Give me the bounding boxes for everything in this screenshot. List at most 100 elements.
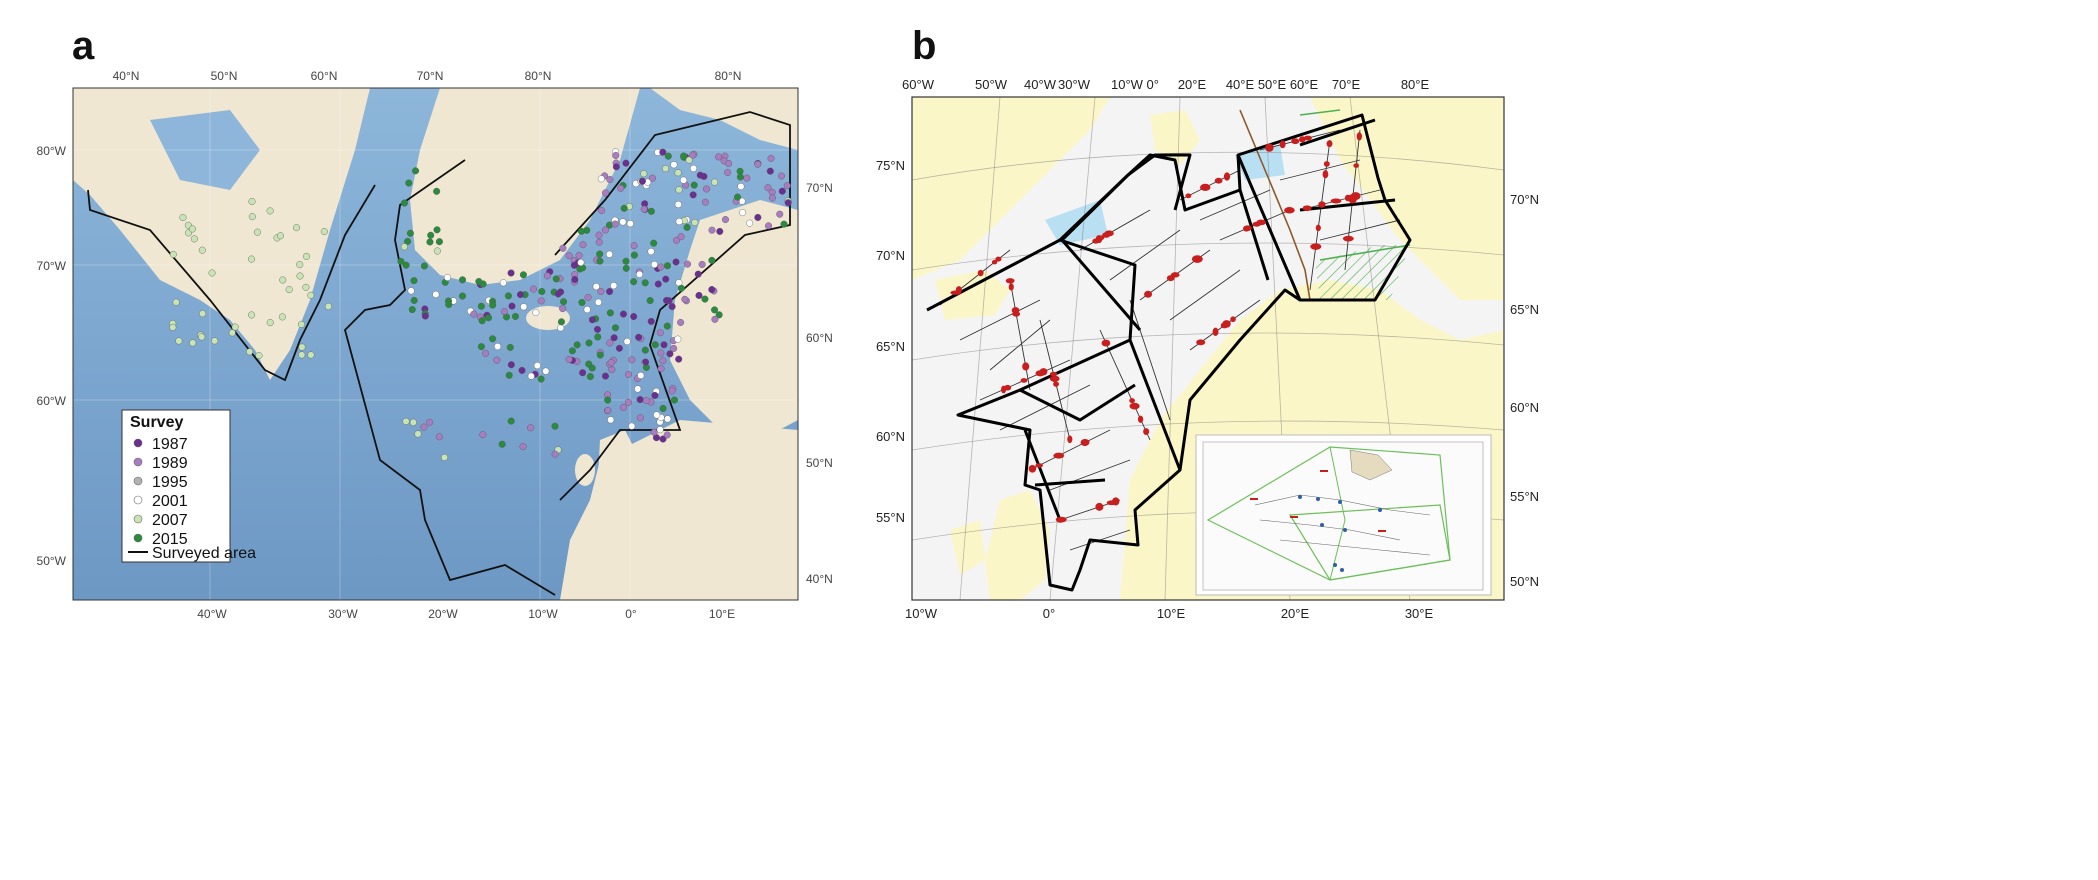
survey-station-point: [253, 228, 261, 236]
map-b-bottom-ticks: 10°W 0° 10°E 20°E 30°E: [905, 606, 1433, 621]
survey-station-point: [675, 186, 683, 194]
acoustic-record-mark: [1095, 502, 1104, 511]
survey-station-point: [598, 207, 606, 215]
survey-station-point: [650, 239, 658, 247]
survey-station-point: [303, 252, 311, 260]
survey-station-point: [611, 220, 619, 228]
survey-station-point: [414, 430, 422, 438]
survey-station-point: [520, 303, 528, 311]
survey-station-point: [636, 414, 644, 422]
tick-label: 60°N: [1510, 400, 1539, 415]
survey-station-point: [285, 286, 293, 294]
survey-station-point: [701, 295, 709, 303]
survey-station-point: [307, 291, 315, 299]
survey-station-point: [690, 181, 698, 189]
legend-item: 2007: [133, 512, 188, 529]
legend-item: 1995: [133, 474, 188, 491]
survey-station-point: [739, 209, 747, 217]
survey-station-point: [672, 258, 680, 266]
survey-station-point: [711, 306, 719, 314]
survey-station-point: [427, 231, 435, 239]
survey-station-point: [607, 359, 615, 367]
survey-station-point: [784, 199, 792, 207]
survey-station-point: [571, 275, 579, 283]
survey-station-point: [657, 263, 665, 271]
survey-station-point: [708, 226, 716, 234]
acoustic-record-mark: [1185, 193, 1192, 199]
acoustic-record-mark: [1342, 235, 1354, 242]
survey-station-point: [630, 251, 638, 259]
survey-station-point: [594, 298, 602, 306]
tick-label: 40°N: [806, 572, 833, 586]
survey-station-point: [435, 238, 443, 246]
acoustic-record-mark: [1212, 327, 1219, 336]
survey-station-point: [506, 343, 514, 351]
survey-station-point: [293, 224, 301, 232]
survey-station-point: [443, 273, 451, 281]
survey-station-point: [620, 204, 628, 212]
survey-station-point: [610, 282, 618, 290]
acoustic-record-mark: [1005, 278, 1015, 284]
survey-station-point: [588, 316, 596, 324]
survey-station-point: [516, 291, 524, 299]
survey-station-point: [577, 227, 585, 235]
survey-station-point: [579, 241, 587, 249]
survey-station-point: [701, 198, 709, 206]
map-b-top-ticks: 60°W 50°W 40°W 30°W 10°W 0° 20°E 40°E 50…: [902, 77, 1429, 92]
survey-station-point: [559, 244, 567, 252]
survey-station-point: [511, 312, 519, 320]
tick-label: 40°W: [197, 607, 227, 621]
survey-station-point: [577, 259, 585, 267]
survey-station-point: [634, 385, 642, 393]
survey-station-point: [485, 314, 493, 322]
acoustic-record-mark: [1035, 463, 1043, 468]
survey-station-point: [606, 309, 614, 317]
acoustic-record-mark: [1330, 198, 1342, 204]
survey-station-point: [662, 165, 670, 173]
acoustic-record-mark: [977, 269, 984, 277]
tick-label: 70°E: [1332, 77, 1361, 92]
survey-station-point: [668, 387, 676, 395]
survey-station-point: [435, 433, 443, 441]
acoustic-record-mark: [1092, 238, 1100, 244]
tick-label: 40°N: [113, 69, 140, 83]
survey-station-point: [554, 290, 562, 298]
tick-label: 60°W: [37, 394, 67, 408]
acoustic-record-mark: [1081, 439, 1090, 446]
survey-station-point: [664, 415, 672, 423]
survey-station-point: [674, 169, 682, 177]
survey-station-point: [653, 411, 661, 419]
survey-station-point: [694, 270, 702, 278]
tick-label: 55°N: [1510, 489, 1539, 504]
acoustic-records: [950, 132, 1363, 523]
tick-label: 60°N: [311, 69, 338, 83]
survey-station-point: [664, 262, 672, 270]
survey-station-point: [666, 350, 674, 358]
survey-station-point: [470, 310, 478, 318]
survey-station-point: [530, 285, 538, 293]
acoustic-record-mark: [1191, 255, 1203, 263]
survey-station-point: [659, 404, 667, 412]
survey-station-point: [190, 235, 198, 243]
survey-station-point: [595, 231, 603, 239]
acoustic-record-mark: [1230, 316, 1236, 323]
survey-station-point: [175, 337, 183, 345]
survey-station-point: [527, 372, 535, 380]
survey-station-point: [619, 310, 627, 318]
survey-station-point: [532, 308, 540, 316]
survey-station-point: [409, 418, 417, 426]
survey-station-point: [324, 302, 332, 310]
survey-station-point: [612, 151, 620, 159]
map-a-bottom-ticks: 40°W 30°W 20°W 10°W 0° 10°E: [197, 607, 735, 621]
survey-station-point: [754, 160, 762, 168]
map-b-right-ticks: 70°N 65°N 60°N 55°N 50°N: [1510, 192, 1539, 589]
survey-station-point: [783, 182, 791, 190]
survey-station-point: [715, 311, 723, 319]
survey-station-point: [607, 416, 615, 424]
survey-station-point: [659, 435, 667, 443]
survey-station-point: [654, 280, 662, 288]
survey-station-point: [596, 351, 604, 359]
acoustic-record-mark: [1243, 225, 1252, 232]
acoustic-record-mark: [1137, 415, 1144, 423]
acoustic-record-mark: [1129, 398, 1135, 404]
